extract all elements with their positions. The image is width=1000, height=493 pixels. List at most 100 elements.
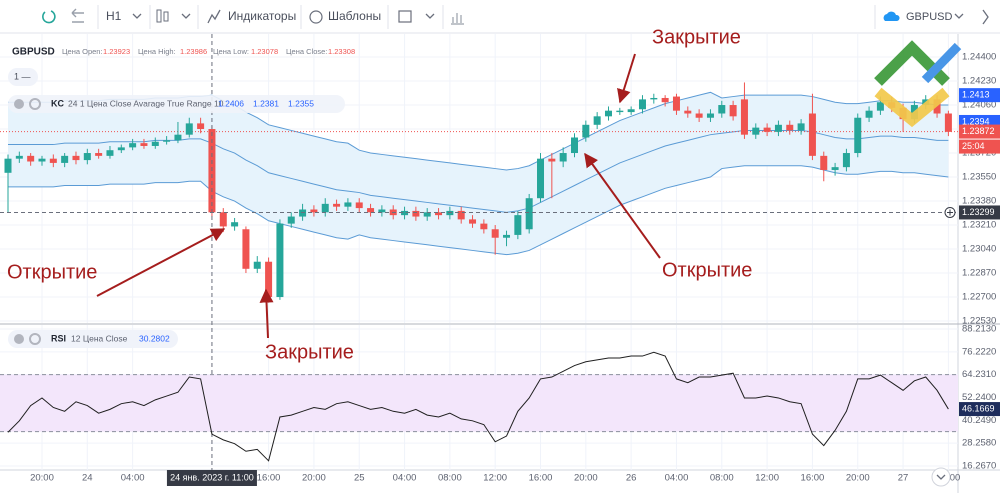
legend: GBPUSD Цена Open: 1.23923 Цена High: 1.2… <box>8 47 355 348</box>
candle-body <box>310 209 318 213</box>
crosshair-time: 24 янв. 2023 г. 11:00 <box>170 472 254 482</box>
x-tick-label: 20:00 <box>302 473 326 484</box>
candle-body <box>797 123 805 131</box>
candle-body <box>333 203 341 207</box>
annotation: Открытие <box>7 261 97 283</box>
x-tick-label: 26 <box>626 473 637 484</box>
candle-body <box>604 110 612 117</box>
settings-icon[interactable] <box>29 333 41 345</box>
cloud-icon[interactable] <box>883 11 900 21</box>
candle-body <box>480 223 488 230</box>
candle-body <box>106 150 114 156</box>
x-tick-label: 16:00 <box>801 473 825 484</box>
candle-body <box>627 109 635 113</box>
candle-body <box>525 198 533 230</box>
x-tick-label: 12:00 <box>483 473 507 484</box>
y-tick-label: 1.24400 <box>962 52 996 63</box>
candle-body <box>820 155 828 170</box>
candle-body <box>401 210 409 216</box>
legend-value: 1.23986 <box>180 47 207 56</box>
candle-icon <box>156 9 162 23</box>
kc-band <box>8 92 949 255</box>
candle-icon <box>163 11 169 22</box>
hide-icon[interactable] <box>14 334 24 344</box>
y-tick-label: 1.23380 <box>962 196 996 207</box>
candle-body <box>638 99 646 110</box>
kc-value: 1.2355 <box>288 98 314 108</box>
candle-body <box>582 124 590 138</box>
chevron[interactable] <box>954 13 964 19</box>
symbol-button[interactable]: GBPUSD <box>906 11 953 23</box>
candle-body <box>185 123 193 135</box>
candle-body <box>265 261 273 298</box>
pane-button-bg[interactable] <box>8 68 38 86</box>
candle-body <box>537 158 545 199</box>
x-tick-label: 20:00 <box>846 473 870 484</box>
indicators-icon[interactable] <box>207 9 221 24</box>
candle-body <box>378 209 386 213</box>
candle-body <box>786 124 794 131</box>
y-tick-label: 1.22530 <box>962 316 996 327</box>
pane-button[interactable]: 1 — <box>14 71 31 81</box>
kc-value: 1.2406 <box>218 98 244 108</box>
redo-icon[interactable] <box>71 8 84 23</box>
candle-body <box>650 97 658 100</box>
candle-body <box>774 124 782 132</box>
toolbar: H1 Индикаторы Шаблоны GBPUSD <box>0 0 1000 34</box>
more-button[interactable] <box>982 9 989 25</box>
crosshair-time-bg <box>166 470 257 486</box>
y-tick-label: 88.2130 <box>962 324 996 335</box>
chart-type-button[interactable] <box>156 9 169 23</box>
candle-body <box>842 153 850 168</box>
candle-body <box>344 202 352 207</box>
compare-icon[interactable] <box>451 13 464 25</box>
y-tick-label: 52.2400 <box>962 392 996 403</box>
y-tick-label: 1.24060 <box>962 100 996 111</box>
candle-body <box>435 212 443 216</box>
chevron[interactable] <box>425 13 435 19</box>
y-tick-label: 64.2310 <box>962 369 996 380</box>
y-tick-label: 1.22700 <box>962 292 996 303</box>
chevron[interactable] <box>181 13 191 19</box>
x-tick-label: 25 <box>354 473 365 484</box>
annotation-arrow <box>617 53 636 104</box>
templates-icon[interactable] <box>309 10 323 24</box>
candle-body <box>706 113 714 118</box>
templates-button[interactable]: Шаблоны <box>328 9 381 23</box>
candle-body <box>140 143 148 146</box>
indicators-button[interactable]: Индикаторы <box>228 9 296 23</box>
candle-body <box>219 212 227 227</box>
x-tick-label: 08:00 <box>438 473 462 484</box>
candle-body <box>276 223 284 298</box>
candle-body <box>95 153 103 156</box>
annotation-arrow <box>584 152 661 259</box>
y-tick-label: 1.23040 <box>962 244 996 255</box>
settings-icon[interactable] <box>29 98 41 110</box>
annotations: Закрытие Открытие Закрытие Открытие <box>7 26 752 363</box>
candle-body <box>831 167 839 170</box>
x-tick-label: 16:00 <box>257 473 281 484</box>
candle-body <box>197 123 205 130</box>
undo-icon[interactable] <box>42 10 56 24</box>
candle-body <box>457 210 465 220</box>
legend-value: 1.23308 <box>328 47 355 56</box>
candle-body <box>231 222 239 227</box>
hide-icon[interactable] <box>14 99 24 109</box>
scroll-chevron[interactable] <box>936 474 946 480</box>
candle-body <box>355 202 363 209</box>
y-tick-label: 1.23210 <box>962 220 996 231</box>
annotation-arrow <box>259 288 274 339</box>
scroll-button[interactable] <box>931 467 951 487</box>
plot-area: 1.22530 1.22700 1.22870 1.23040 1.23210 1.233… <box>0 34 1000 493</box>
x-tick-label: 04:00 <box>393 473 417 484</box>
candle-body <box>944 113 952 132</box>
price-flag <box>959 124 1000 139</box>
crosshair-price-bg <box>959 205 1000 220</box>
chevron[interactable] <box>132 13 142 19</box>
candle-body <box>253 261 261 269</box>
x-tick-label: 20:00 <box>30 473 54 484</box>
kc-name: KC <box>51 98 64 108</box>
interval-button[interactable]: H1 <box>106 9 122 23</box>
calendar-icon[interactable] <box>398 10 412 23</box>
candle-body <box>469 219 477 224</box>
